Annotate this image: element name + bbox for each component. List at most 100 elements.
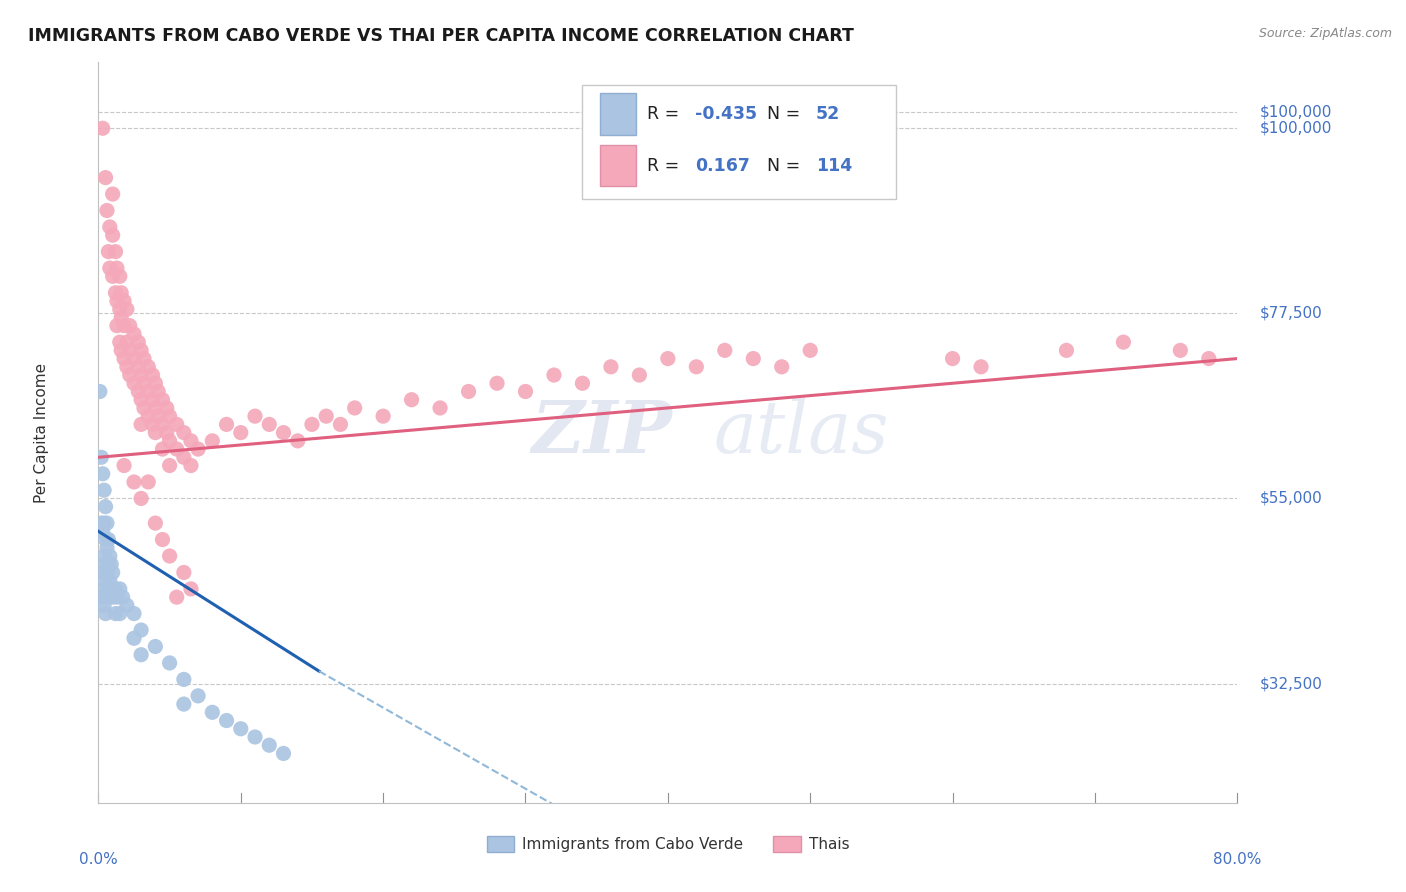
Text: $100,000: $100,000 xyxy=(1260,120,1333,136)
Point xyxy=(180,582,202,596)
Point xyxy=(273,425,295,440)
Point xyxy=(96,516,118,530)
Point xyxy=(104,244,127,259)
Point xyxy=(98,219,121,234)
Point xyxy=(770,359,793,374)
Point xyxy=(93,574,115,588)
Point xyxy=(118,318,141,333)
Point xyxy=(145,425,167,440)
Text: N =: N = xyxy=(766,157,806,175)
Point xyxy=(486,376,509,391)
Point xyxy=(105,318,128,333)
Point xyxy=(132,401,155,415)
Point xyxy=(215,714,238,728)
Point xyxy=(108,582,131,596)
Point xyxy=(180,434,202,448)
Point xyxy=(98,549,121,563)
Point xyxy=(110,343,132,358)
Point xyxy=(122,632,145,646)
Point xyxy=(159,458,181,473)
Text: $55,000: $55,000 xyxy=(1260,491,1323,506)
Point xyxy=(91,467,114,481)
Point xyxy=(129,343,152,358)
Point xyxy=(94,533,117,547)
Point xyxy=(122,607,145,621)
Point xyxy=(159,549,181,563)
Point xyxy=(112,351,135,366)
Text: 0.0%: 0.0% xyxy=(79,852,118,867)
Point xyxy=(111,590,134,604)
Point xyxy=(90,450,112,465)
Point xyxy=(180,458,202,473)
Point xyxy=(301,417,323,432)
Point xyxy=(96,203,118,218)
Text: Source: ZipAtlas.com: Source: ZipAtlas.com xyxy=(1258,27,1392,40)
Point xyxy=(108,302,131,317)
Point xyxy=(136,384,159,399)
Point xyxy=(101,269,124,284)
Text: $32,500: $32,500 xyxy=(1260,676,1323,691)
Text: 114: 114 xyxy=(815,157,852,175)
Point xyxy=(259,417,281,432)
Point xyxy=(152,417,174,432)
Point xyxy=(1170,343,1192,358)
Point xyxy=(141,368,163,382)
Point xyxy=(315,409,337,424)
Point xyxy=(287,434,309,448)
Point xyxy=(742,351,765,366)
Point xyxy=(152,392,174,407)
Point xyxy=(105,590,128,604)
Point xyxy=(600,359,623,374)
FancyBboxPatch shape xyxy=(599,145,636,186)
Point xyxy=(110,285,132,300)
Point xyxy=(628,368,651,382)
Point xyxy=(132,376,155,391)
Text: Per Capita Income: Per Capita Income xyxy=(34,362,49,503)
Point xyxy=(148,384,170,399)
Point xyxy=(97,558,120,572)
Point xyxy=(515,384,537,399)
Point xyxy=(112,293,135,308)
Legend: Immigrants from Cabo Verde, Thais: Immigrants from Cabo Verde, Thais xyxy=(481,830,855,858)
Point xyxy=(98,261,121,276)
Text: 80.0%: 80.0% xyxy=(1213,852,1261,867)
Point xyxy=(108,607,131,621)
Point xyxy=(571,376,593,391)
Point xyxy=(136,359,159,374)
FancyBboxPatch shape xyxy=(599,94,636,135)
Point xyxy=(145,376,167,391)
Point xyxy=(173,673,195,687)
Point xyxy=(101,228,124,243)
Point xyxy=(115,335,138,350)
Point xyxy=(112,458,135,473)
Text: atlas: atlas xyxy=(713,397,889,468)
Point xyxy=(129,623,152,637)
Text: R =: R = xyxy=(647,105,685,123)
Point xyxy=(136,409,159,424)
Point xyxy=(799,343,821,358)
Text: N =: N = xyxy=(766,105,806,123)
Point xyxy=(100,582,122,596)
Text: $77,500: $77,500 xyxy=(1260,306,1323,321)
Point xyxy=(118,368,141,382)
Point xyxy=(942,351,965,366)
Point xyxy=(201,434,224,448)
Point xyxy=(429,401,451,415)
Point xyxy=(152,442,174,456)
Point xyxy=(145,516,167,530)
Point xyxy=(457,384,479,399)
Text: ZIP: ZIP xyxy=(531,397,672,468)
Point xyxy=(152,533,174,547)
Point xyxy=(156,425,179,440)
Point xyxy=(243,409,266,424)
Point xyxy=(101,590,124,604)
Point xyxy=(159,434,181,448)
Point xyxy=(127,384,149,399)
Point xyxy=(122,351,145,366)
Point xyxy=(104,582,127,596)
Point xyxy=(229,722,252,736)
Point xyxy=(104,607,127,621)
Point xyxy=(156,401,179,415)
Point xyxy=(136,475,159,489)
Point xyxy=(127,359,149,374)
